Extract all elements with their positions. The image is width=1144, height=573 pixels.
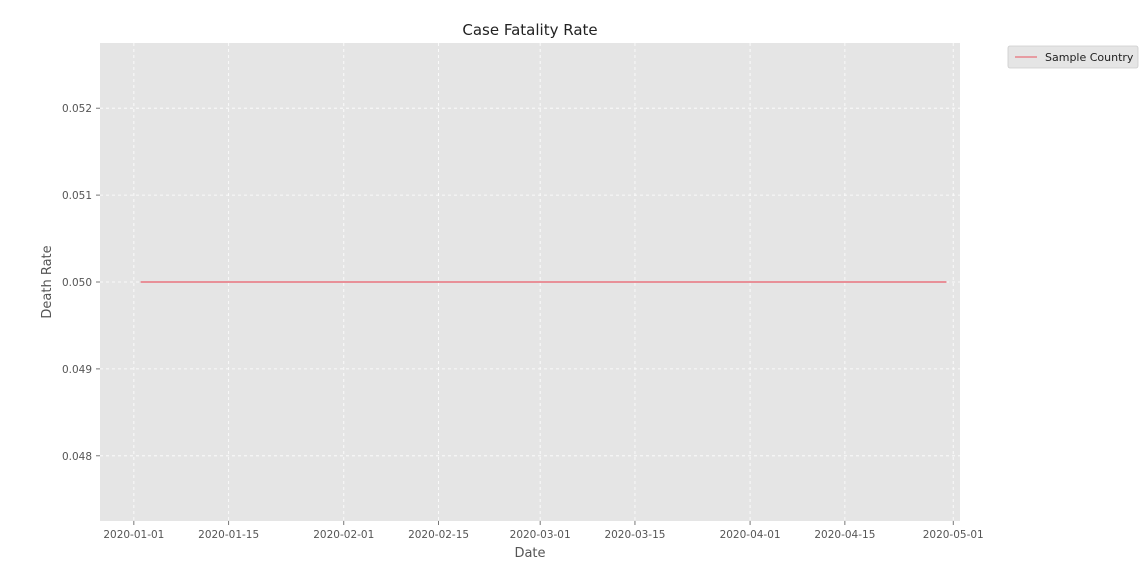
x-tick-label: 2020-01-15 [198, 529, 259, 541]
legend-box [1007, 45, 1139, 69]
y-tick-label: 0.048 [62, 451, 92, 463]
x-tick-label: 2020-04-01 [720, 529, 781, 541]
chart-title: Case Fatality Rate [462, 21, 597, 39]
x-tick-label: 2020-01-01 [103, 529, 164, 541]
legend: Sample Country [1007, 45, 1139, 69]
y-tick-label: 0.051 [62, 190, 92, 202]
x-tick-label: 2020-03-15 [604, 529, 665, 541]
x-tick-label: 2020-05-01 [923, 529, 984, 541]
x-tick-label: 2020-02-01 [313, 529, 374, 541]
y-axis-ticks: 0.048 0.049 0.050 0.051 0.052 [62, 103, 100, 463]
y-tick-label: 0.049 [62, 364, 92, 376]
x-tick-label: 2020-02-15 [408, 529, 469, 541]
y-tick-label: 0.052 [62, 103, 92, 115]
x-axis-ticks: 2020-01-01 2020-01-15 2020-02-01 2020-02-15… [103, 521, 984, 541]
x-tick-label: 2020-03-01 [510, 529, 571, 541]
y-tick-label: 0.050 [62, 277, 92, 289]
x-axis-label: Date [514, 546, 545, 561]
vertical-gridlines [133, 43, 954, 521]
legend-label-sample-country: Sample Country [1045, 51, 1134, 64]
y-axis-label: Death Rate [40, 245, 55, 318]
x-tick-label: 2020-04-15 [814, 529, 875, 541]
